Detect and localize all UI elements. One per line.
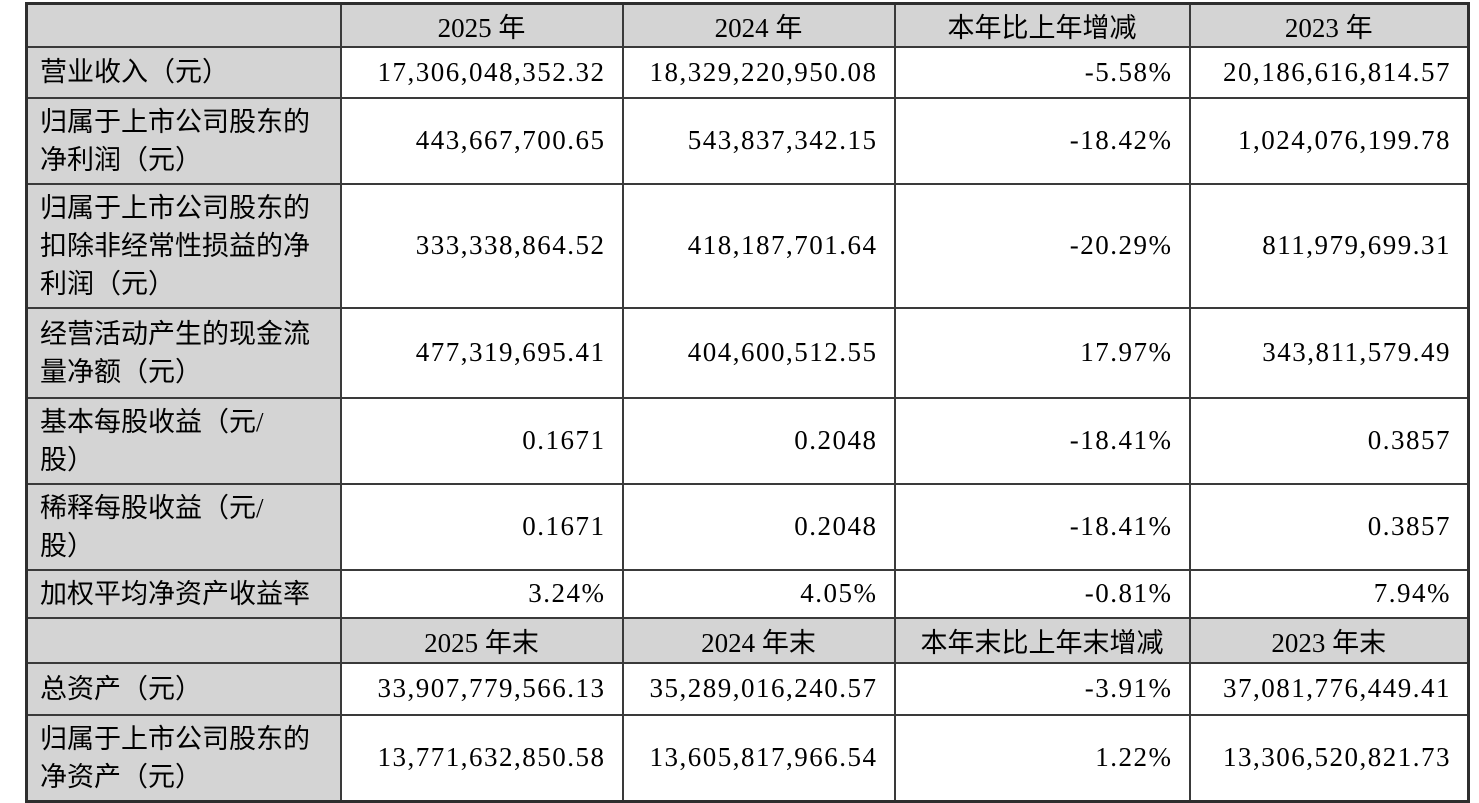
value-2023: 0.3857 xyxy=(1188,482,1470,571)
header-cell-2025: 2025 年 xyxy=(339,2,624,48)
header-blank-cell xyxy=(25,2,342,48)
value-change: -3.91% xyxy=(893,661,1191,716)
row-label: 稀释每股收益（元/ 股） xyxy=(25,482,342,571)
value-2024: 0.2048 xyxy=(621,482,896,571)
value-2023: 0.3857 xyxy=(1188,396,1470,485)
value-2024: 35,289,016,240.57 xyxy=(621,661,896,716)
header-cell-2023: 2023 年 xyxy=(1188,2,1470,48)
value-2023: 37,081,776,449.41 xyxy=(1188,661,1470,716)
value-2025: 477,319,695.41 xyxy=(339,306,624,399)
value-2023: 7.94% xyxy=(1188,568,1470,619)
header-cell-2024: 2024 年 xyxy=(621,2,896,48)
table-header-row-annual: 2025 年 2024 年 本年比上年增减 2023 年 xyxy=(25,2,1470,48)
table-row-operating-cash-flow: 经营活动产生的现金流 量净额（元） 477,319,695.41 404,600… xyxy=(25,306,1470,399)
value-change: -0.81% xyxy=(893,568,1191,619)
row-label: 基本每股收益（元/ 股） xyxy=(25,396,342,485)
value-2023: 811,979,699.31 xyxy=(1188,182,1470,309)
value-change: -18.42% xyxy=(893,96,1191,185)
value-2024: 13,605,817,966.54 xyxy=(621,713,896,802)
row-label: 归属于上市公司股东的 净资产（元） xyxy=(25,713,342,802)
row-label: 加权平均净资产收益率 xyxy=(25,568,342,619)
value-change: -18.41% xyxy=(893,482,1191,571)
value-change: -20.29% xyxy=(893,182,1191,309)
row-label: 营业收入（元） xyxy=(25,45,342,99)
header-cell-2025-end: 2025 年末 xyxy=(339,616,624,664)
value-change: -5.58% xyxy=(893,45,1191,99)
value-change: -18.41% xyxy=(893,396,1191,485)
value-2025: 13,771,632,850.58 xyxy=(339,713,624,802)
header-cell-2023-end: 2023 年末 xyxy=(1188,616,1470,664)
value-2025: 443,667,700.65 xyxy=(339,96,624,185)
header-cell-end-change: 本年末比上年末增减 xyxy=(893,616,1191,664)
value-2024: 0.2048 xyxy=(621,396,896,485)
value-2024: 18,329,220,950.08 xyxy=(621,45,896,99)
table-row-weighted-avg-roe: 加权平均净资产收益率 3.24% 4.05% -0.81% 7.94% xyxy=(25,568,1470,619)
table-row-diluted-eps: 稀释每股收益（元/ 股） 0.1671 0.2048 -18.41% 0.385… xyxy=(25,482,1470,571)
financial-summary-table: 2025 年 2024 年 本年比上年增减 2023 年 营业收入（元） 17,… xyxy=(25,2,1470,803)
value-2024: 543,837,342.15 xyxy=(621,96,896,185)
value-change: 17.97% xyxy=(893,306,1191,399)
value-2023: 13,306,520,821.73 xyxy=(1188,713,1470,802)
value-2025: 333,338,864.52 xyxy=(339,182,624,309)
value-2025: 0.1671 xyxy=(339,482,624,571)
value-2024: 404,600,512.55 xyxy=(621,306,896,399)
value-2023: 20,186,616,814.57 xyxy=(1188,45,1470,99)
financial-summary: 2025 年 2024 年 本年比上年增减 2023 年 营业收入（元） 17,… xyxy=(25,2,1470,803)
table-row-total-assets: 总资产（元） 33,907,779,566.13 35,289,016,240.… xyxy=(25,661,1470,716)
value-2025: 3.24% xyxy=(339,568,624,619)
value-2023: 1,024,076,199.78 xyxy=(1188,96,1470,185)
value-2025: 0.1671 xyxy=(339,396,624,485)
value-2025: 33,907,779,566.13 xyxy=(339,661,624,716)
value-2024: 418,187,701.64 xyxy=(621,182,896,309)
header-blank-cell xyxy=(25,616,342,664)
table-header-row-period-end: 2025 年末 2024 年末 本年末比上年末增减 2023 年末 xyxy=(25,616,1470,664)
value-change: 1.22% xyxy=(893,713,1191,802)
table-row-net-profit-excl-nonrecurring: 归属于上市公司股东的 扣除非经常性损益的净 利润（元） 333,338,864.… xyxy=(25,182,1470,309)
table-row-basic-eps: 基本每股收益（元/ 股） 0.1671 0.2048 -18.41% 0.385… xyxy=(25,396,1470,485)
header-cell-2024-end: 2024 年末 xyxy=(621,616,896,664)
table-row-net-assets: 归属于上市公司股东的 净资产（元） 13,771,632,850.58 13,6… xyxy=(25,713,1470,802)
row-label: 经营活动产生的现金流 量净额（元） xyxy=(25,306,342,399)
value-2023: 343,811,579.49 xyxy=(1188,306,1470,399)
value-2025: 17,306,048,352.32 xyxy=(339,45,624,99)
row-label: 总资产（元） xyxy=(25,661,342,716)
header-cell-yoy-change: 本年比上年增减 xyxy=(893,2,1191,48)
row-label: 归属于上市公司股东的 扣除非经常性损益的净 利润（元） xyxy=(25,182,342,309)
table-row-operating-revenue: 营业收入（元） 17,306,048,352.32 18,329,220,950… xyxy=(25,45,1470,99)
value-2024: 4.05% xyxy=(621,568,896,619)
table-row-net-profit: 归属于上市公司股东的 净利润（元） 443,667,700.65 543,837… xyxy=(25,96,1470,185)
row-label: 归属于上市公司股东的 净利润（元） xyxy=(25,96,342,185)
